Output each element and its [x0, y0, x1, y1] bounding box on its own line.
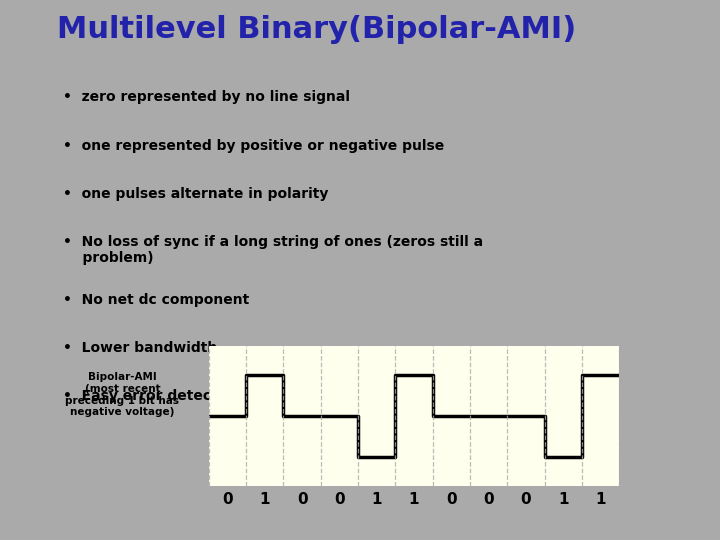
Text: •  one represented by positive or negative pulse: • one represented by positive or negativ…: [63, 139, 444, 153]
Text: Bipolar-AMI
(most recent
preceding 1 bit has
negative voltage): Bipolar-AMI (most recent preceding 1 bit…: [66, 373, 179, 417]
Text: •  zero represented by no line signal: • zero represented by no line signal: [63, 90, 350, 104]
Text: •  Lower bandwidth: • Lower bandwidth: [63, 341, 217, 355]
Text: •  No loss of sync if a long string of ones (zeros still a
    problem): • No loss of sync if a long string of on…: [63, 235, 483, 265]
Text: Multilevel Binary(Bipolar-AMI): Multilevel Binary(Bipolar-AMI): [58, 15, 577, 44]
Text: •  Easy error detection: • Easy error detection: [63, 389, 242, 403]
Text: •  one pulses alternate in polarity: • one pulses alternate in polarity: [63, 187, 328, 201]
Text: •  No net dc component: • No net dc component: [63, 293, 249, 307]
